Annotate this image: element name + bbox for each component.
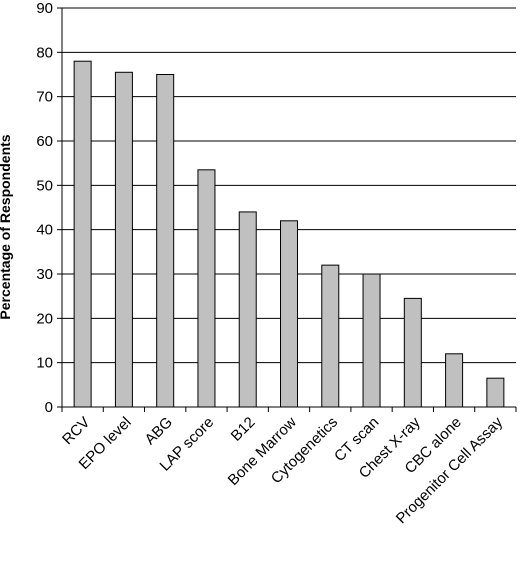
bar [280, 220, 298, 408]
y-tick-label: 20 [36, 310, 53, 327]
x-category-label: B12 [228, 414, 259, 445]
y-tick-label: 40 [36, 222, 53, 239]
bar [403, 297, 422, 408]
y-tick-label: 10 [36, 355, 53, 372]
y-tick-label: 70 [36, 89, 53, 106]
bar [362, 273, 381, 408]
bar [238, 211, 257, 408]
y-tick-labels: 0 10 20 30 40 50 60 70 80 90 [36, 0, 53, 416]
gridlines [62, 7, 516, 364]
bars [73, 60, 505, 408]
bar [321, 264, 340, 408]
x-category-label: ABG [142, 414, 176, 448]
x-category-label: RCV [59, 414, 93, 448]
y-tick-label: 0 [45, 399, 53, 416]
bar [114, 71, 133, 408]
y-tick-label: 60 [36, 133, 53, 150]
bar [156, 74, 175, 408]
y-tick-label: 80 [36, 44, 53, 61]
y-tick-label: 30 [36, 266, 53, 283]
bar [486, 377, 505, 408]
y-tick-label: 50 [36, 177, 53, 194]
y-axis-title: Percentage of Respondents [0, 134, 13, 319]
bar [197, 169, 216, 408]
axes [57, 7, 517, 412]
y-tick-label: 90 [36, 0, 53, 17]
bar [73, 60, 92, 408]
bar [445, 353, 464, 408]
